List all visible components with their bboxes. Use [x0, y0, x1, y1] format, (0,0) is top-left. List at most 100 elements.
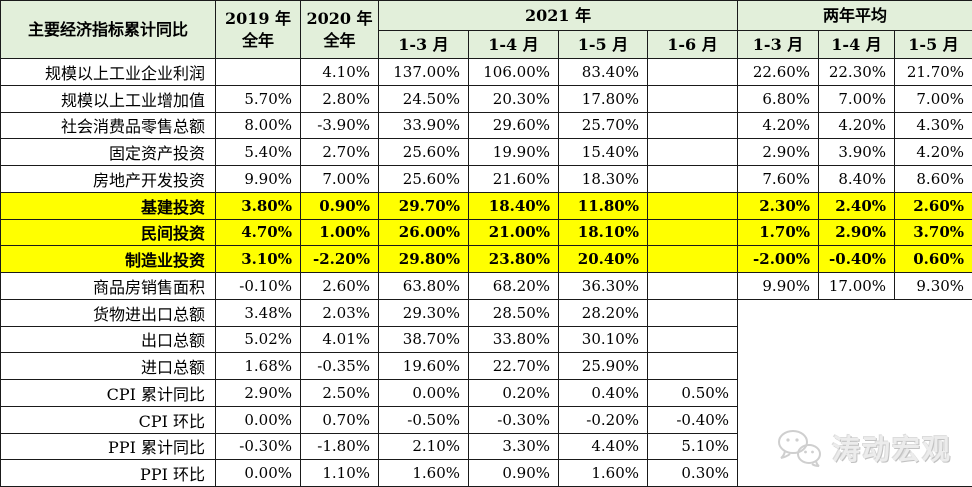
cell-2019: -0.30% [215, 432, 301, 461]
row-label: 固定资产投资 [0, 138, 216, 166]
cell-2021-m1: 29.80% [378, 245, 469, 273]
cell-avg-m2: 2.40% [818, 191, 896, 220]
cell-2019: 9.90% [215, 165, 301, 193]
row-label: PPI 累计同比 [0, 432, 216, 461]
cell-2021-m4 [646, 298, 739, 327]
cell-avg-m1: 4.20% [737, 111, 820, 140]
row-label: CPI 环比 [0, 405, 216, 434]
col-header-2020: 2020 年 全年 [300, 0, 379, 59]
table-row: 商品房销售面积 -0.10% 2.60% 63.80% 68.20% 36.30% 9.90… [0, 272, 972, 300]
cell-2021-m1: 26.00% [378, 218, 469, 247]
row-label: 出口总额 [0, 325, 216, 354]
row-label: 商品房销售面积 [0, 272, 216, 300]
header-row-months: 1-3 月 1-4 月 1-5 月 1-6 月 1-3 月 1-4 月 1-5 … [1, 30, 972, 59]
cell-2019: 0.00% [215, 405, 301, 434]
table-row: 进口总额 1.68% -0.35% 19.60% 22.70% 25.90% [0, 352, 972, 380]
cell-2020: 4.01% [300, 325, 379, 354]
cell-2021-m1: 2.10% [378, 432, 469, 461]
cell-avg-m3: 7.00% [894, 84, 972, 113]
month-header-avg-3: 1-5 月 [894, 30, 972, 59]
table-body: 规模以上工业企业利润 4.10% 137.00% 106.00% 83.40% 22.60… [0, 58, 972, 487]
cell-2021-m3: 20.40% [558, 245, 648, 273]
month-header-2021-1: 1-3 月 [378, 30, 469, 59]
cell-2021-m3: 25.90% [558, 352, 648, 380]
cell-2021-m4: 0.30% [646, 459, 739, 487]
table-row: 规模以上工业企业利润 4.10% 137.00% 106.00% 83.40% 22.60… [0, 58, 972, 86]
cell-avg-m3: 9.30% [894, 272, 972, 300]
cell-2019: 5.40% [215, 138, 301, 166]
cell-avg-m3: 4.30% [894, 111, 972, 140]
table-row: CPI 累计同比 2.90% 2.50% 0.00% 0.20% 0.40% 0.50% [0, 379, 972, 407]
month-header-2021-4: 1-6 月 [646, 30, 739, 59]
cell-2021-m2: 20.30% [468, 84, 559, 113]
header-row-groups: 主要经济指标累计同比 2019 年 全年 2020 年 全年 2021 年 两年… [0, 0, 972, 59]
cell-2020: -0.35% [300, 352, 379, 380]
cell-2020: -2.20% [300, 245, 379, 273]
row-label: 房地产开发投资 [0, 165, 216, 193]
table-row: PPI 环比 0.00% 1.10% 1.60% 0.90% 1.60% 0.30% [0, 459, 972, 487]
cell-2019: 1.68% [215, 352, 301, 380]
cell-2021-m2: 21.60% [468, 165, 559, 193]
col-header-2019: 2019 年 全年 [215, 0, 301, 59]
cell-2019: 3.80% [215, 191, 301, 220]
cell-2021-m3: 18.30% [558, 165, 648, 193]
cell-avg-m3: 8.60% [894, 165, 972, 193]
watermark-text: 涛动宏观 [832, 433, 953, 466]
cell-2019: 8.00% [215, 111, 301, 140]
cell-avg-m1: -2.00% [737, 245, 820, 273]
cell-avg-m2: 22.30% [818, 58, 896, 86]
cell-2021-m2: 29.60% [468, 111, 559, 140]
cell-2020: 0.70% [300, 405, 379, 434]
cell-2021-m4 [646, 58, 739, 86]
cell-2019: 0.00% [215, 459, 301, 487]
cell-2021-m2: 0.20% [468, 379, 559, 407]
cell-avg-m2: 3.90% [818, 138, 896, 166]
month-header-avg-1: 1-3 月 [737, 30, 820, 59]
cell-2021-m2: 28.50% [468, 298, 559, 327]
table-row: 基建投资 3.80% 0.90% 29.70% 18.40% 11.80% 2.30% 2.4… [0, 191, 972, 220]
cell-avg-m1: 2.90% [737, 138, 820, 166]
cell-2021-m1: 0.00% [378, 379, 469, 407]
cell-2021-m3: 0.40% [558, 379, 648, 407]
cell-2021-m3: 1.60% [558, 459, 648, 487]
cell-2021-m3: 83.40% [558, 58, 648, 86]
cell-2021-m1: 38.70% [378, 325, 469, 354]
cell-2021-m2: 33.80% [468, 325, 559, 354]
row-label: 民间投资 [0, 218, 216, 247]
wechat-icon [778, 430, 822, 467]
row-label: 制造业投资 [0, 245, 216, 273]
cell-avg-m2: 7.00% [818, 84, 896, 113]
cell-2019: 3.48% [215, 298, 301, 327]
row-label: 规模以上工业企业利润 [0, 58, 216, 86]
cell-2020: 2.03% [300, 298, 379, 327]
cell-avg-m3: 21.70% [894, 58, 972, 86]
cell-2020: 1.00% [300, 218, 379, 247]
cell-2020: 1.10% [300, 459, 379, 487]
corner-header: 主要经济指标累计同比 [0, 0, 216, 59]
cell-2019: 3.10% [215, 245, 301, 273]
row-label: 基建投资 [0, 191, 216, 220]
cell-avg-m3: 0.60% [894, 245, 972, 273]
cell-2020: -3.90% [300, 111, 379, 140]
table-row: 规模以上工业增加值 5.70% 2.80% 24.50% 20.30% 17.80% 6.8… [0, 84, 972, 113]
cell-2021-m1: 33.90% [378, 111, 469, 140]
cell-avg-m1: 22.60% [737, 58, 820, 86]
cell-2021-m3: -0.20% [558, 405, 648, 434]
cell-2021-m3: 11.80% [558, 191, 648, 220]
cell-2021-m1: 63.80% [378, 272, 469, 300]
cell-2019 [215, 58, 301, 86]
cell-avg-m1: 1.70% [737, 218, 820, 247]
cell-2020: 2.80% [300, 84, 379, 113]
month-header-2021-3: 1-5 月 [558, 30, 648, 59]
cell-2019: -0.10% [215, 272, 301, 300]
month-header-2021-2: 1-4 月 [468, 30, 559, 59]
cell-2020: 0.90% [300, 191, 379, 220]
cell-2021-m2: -0.30% [468, 405, 559, 434]
cell-2021-m3: 36.30% [558, 272, 648, 300]
cell-2021-m1: 137.00% [378, 58, 469, 86]
group-header-2021: 2021 年 [377, 0, 739, 31]
cell-2021-m2: 22.70% [468, 352, 559, 380]
cell-2021-m2: 3.30% [468, 432, 559, 461]
cell-2020: 2.60% [300, 272, 379, 300]
cell-2021-m3: 28.20% [558, 298, 648, 327]
